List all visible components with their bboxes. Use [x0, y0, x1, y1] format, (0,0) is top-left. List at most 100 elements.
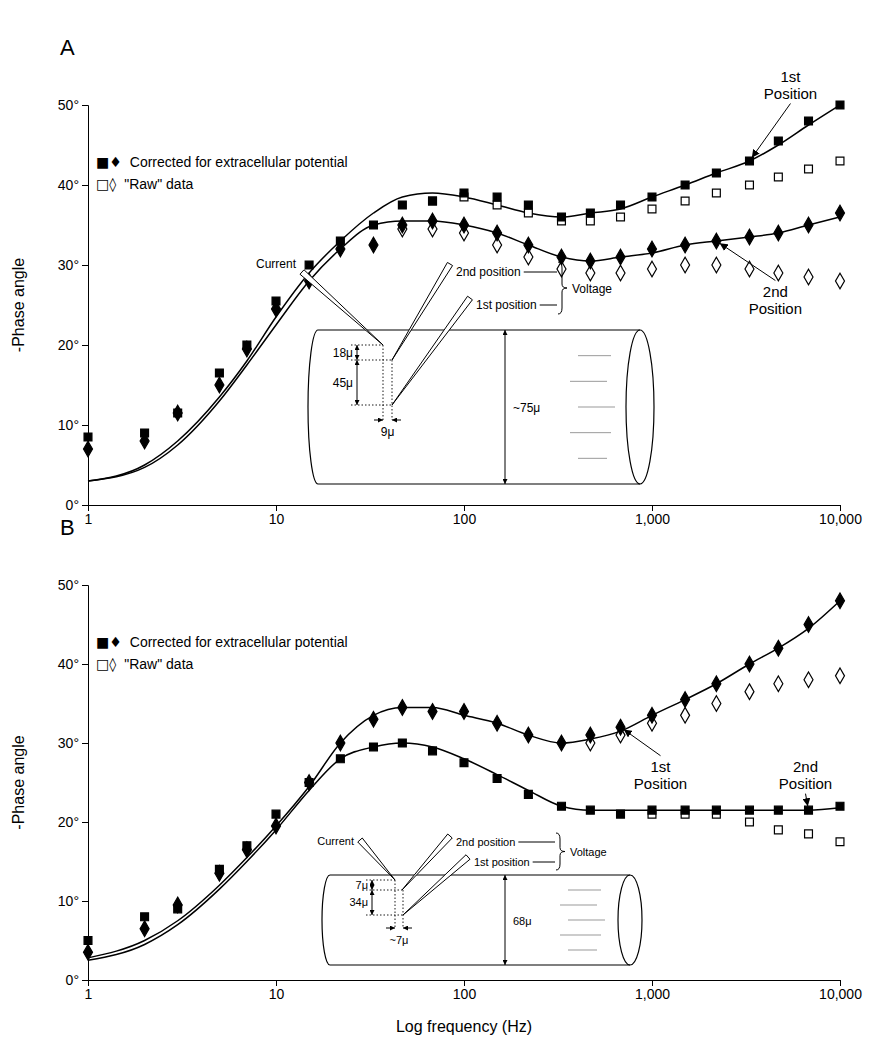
data-point [616, 719, 625, 735]
dimension-label: 7μ [356, 879, 368, 891]
data-point [805, 165, 813, 173]
data-point [681, 237, 690, 253]
x-tick: 1 [85, 505, 93, 527]
dimension-arrow [386, 928, 395, 929]
y-tick: 20° [58, 337, 88, 353]
data-point [272, 818, 281, 834]
y-tick-mark [82, 185, 88, 186]
data-point [336, 241, 345, 257]
data-point [586, 253, 595, 269]
data-point [428, 704, 437, 720]
data-point [428, 213, 437, 229]
data-point [586, 727, 595, 743]
data-point [836, 273, 845, 289]
current-pipette [300, 270, 383, 345]
fit-curve [88, 105, 840, 481]
data-point [712, 233, 721, 249]
data-point [712, 169, 720, 177]
position-label: 1st position [476, 298, 537, 312]
annotation: 2ndPosition [779, 758, 832, 792]
data-point [774, 173, 782, 181]
data-point [493, 225, 502, 241]
x-tick-label: 1,000 [635, 511, 670, 527]
data-point [493, 715, 502, 731]
x-tick: 1 [85, 980, 93, 1002]
dimension-label: 18μ [333, 346, 353, 360]
leader-line [533, 862, 555, 863]
panel-letter: A [60, 35, 75, 60]
y-tick-mark [82, 505, 88, 506]
dimension-label: ~75μ [513, 401, 540, 415]
brace [556, 833, 565, 870]
data-point [805, 806, 813, 814]
data-point [616, 265, 625, 281]
dimension-line [366, 880, 395, 881]
data-point [524, 237, 533, 253]
x-tick: 10 [269, 980, 285, 1002]
annotation-arrow [624, 730, 661, 756]
data-point [745, 684, 754, 700]
x-tick: 10,000 [819, 980, 862, 1002]
voltage-label: Voltage [572, 282, 612, 296]
annotation-line: Position [634, 775, 687, 792]
data-point [336, 755, 344, 763]
data-point [272, 301, 281, 317]
dimension-arrow [403, 928, 412, 929]
data-point [215, 866, 224, 882]
y-tick-mark [82, 980, 88, 981]
cell-diagram: Current2nd position1st positionVoltage7μ… [317, 833, 642, 965]
position-label: 2nd position [456, 836, 515, 848]
data-point [429, 197, 437, 205]
fibre-striation [578, 458, 607, 459]
plot-data [84, 101, 845, 481]
y-tick-mark [82, 425, 88, 426]
data-point [140, 433, 149, 449]
data-point [774, 826, 782, 834]
x-tick-label: 10 [269, 986, 285, 1002]
data-point [836, 101, 844, 109]
data-point [460, 217, 469, 233]
data-point [617, 810, 625, 818]
y-tick: 50° [58, 97, 88, 113]
y-tick-label: 10° [58, 417, 79, 433]
data-point [174, 905, 182, 913]
data-point [460, 759, 468, 767]
legend-label: Corrected for extracellular potential [130, 154, 348, 170]
x-tick-label: 1,000 [635, 986, 670, 1002]
dimension-label: 9μ [381, 425, 395, 439]
data-point [215, 377, 224, 393]
data-point [746, 181, 754, 189]
y-tick-label: 30° [58, 257, 79, 273]
y-tick: 10° [58, 417, 88, 433]
data-point [836, 205, 845, 221]
fit-curve [88, 601, 840, 958]
data-point [369, 712, 378, 728]
data-point [648, 205, 656, 213]
data-point [493, 775, 501, 783]
dimension-arrow [372, 890, 373, 915]
data-point [648, 261, 657, 277]
data-point [398, 217, 407, 233]
data-point [243, 842, 251, 850]
data-point [648, 806, 656, 814]
data-point [774, 676, 783, 692]
data-point [774, 265, 783, 281]
dimension-label: ~7μ [390, 934, 409, 946]
data-point [558, 213, 566, 221]
data-point [804, 217, 813, 233]
y-tick: 0° [66, 497, 88, 513]
annotation-arrow [720, 243, 776, 280]
data-point [84, 937, 92, 945]
data-point [141, 913, 149, 921]
y-tick: 20° [58, 814, 88, 830]
legend-symbols: ■♦ [96, 154, 122, 170]
current-pipette [358, 838, 395, 880]
y-tick-label: 0° [66, 972, 79, 988]
y-tick: 50° [58, 577, 88, 593]
annotation-line: 2nd [793, 758, 818, 775]
fibre-striation [570, 432, 611, 433]
legend-label: "Raw" data [124, 656, 193, 672]
fibre-striation [578, 355, 611, 356]
data-point [648, 241, 657, 257]
data-point [586, 209, 594, 217]
